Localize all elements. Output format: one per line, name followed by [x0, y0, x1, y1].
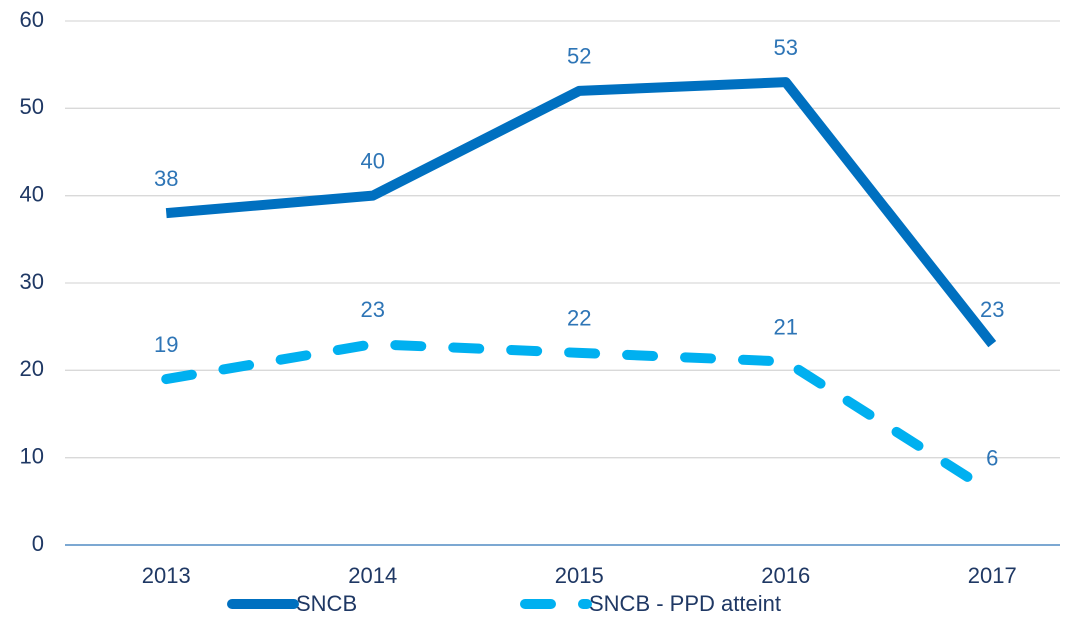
series-line — [165, 77, 997, 348]
y-tick-label: 0 — [32, 531, 44, 556]
legend-label: SNCB - PPD atteint — [589, 591, 781, 616]
x-tick-label: 2015 — [555, 563, 604, 588]
legend-label: SNCB — [296, 591, 357, 616]
value-label: 19 — [154, 332, 178, 357]
value-label: 22 — [567, 306, 591, 331]
value-label: 38 — [154, 166, 178, 191]
y-tick-label: 10 — [20, 443, 44, 468]
y-tick-label: 30 — [20, 269, 44, 294]
y-tick-label: 20 — [20, 356, 44, 381]
x-tick-label: 2016 — [761, 563, 810, 588]
y-tick-label: 40 — [20, 181, 44, 206]
y-tick-label: 50 — [20, 94, 44, 119]
value-label: 6 — [986, 445, 998, 470]
value-label: 23 — [980, 297, 1004, 322]
x-tick-label: 2014 — [348, 563, 397, 588]
x-tick-label: 2013 — [142, 563, 191, 588]
value-label: 53 — [774, 35, 798, 60]
value-label: 23 — [361, 297, 385, 322]
value-label: 52 — [567, 44, 591, 69]
value-label: 21 — [774, 314, 798, 339]
y-tick-label: 60 — [20, 7, 44, 32]
value-label: 40 — [361, 148, 385, 173]
x-tick-label: 2017 — [968, 563, 1017, 588]
series-line — [161, 339, 998, 498]
